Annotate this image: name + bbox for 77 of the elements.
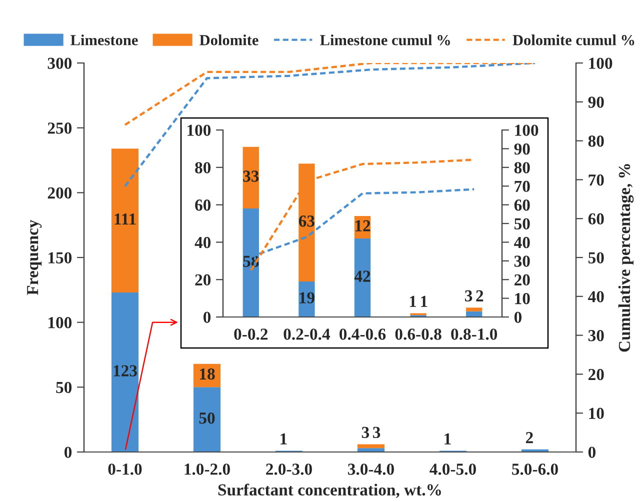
data-label: 1 <box>421 296 428 307</box>
y-tick-label: 100 <box>48 317 72 328</box>
x-tick-label: 3.0-4.0 <box>348 464 394 475</box>
x-tick-label: 0.4-0.6 <box>340 328 386 340</box>
y2-tick-label: 30 <box>588 330 604 342</box>
data-label: 3 <box>362 426 370 438</box>
y2-tick-label: 100 <box>515 124 538 136</box>
y2-tick-label: 60 <box>514 200 530 211</box>
data-label: 1 <box>410 296 416 307</box>
y2-tick-label: 90 <box>588 96 604 108</box>
data-label: 1 <box>444 433 451 444</box>
data-label: 123 <box>114 365 137 376</box>
y-tick-label: 200 <box>48 187 72 199</box>
y2-tick-label: 80 <box>588 136 604 147</box>
data-label: 18 <box>200 368 215 380</box>
y-axis-title: Frequency <box>27 220 42 296</box>
x-tick-label: 0.6-0.8 <box>395 328 442 340</box>
legend-label: Dolomite cumul % <box>512 34 634 46</box>
y-tick-label: 60 <box>195 200 211 211</box>
y2-tick-label: 40 <box>514 236 530 248</box>
data-label: 2 <box>526 432 533 444</box>
data-label: 3 <box>373 426 380 438</box>
y2-tick-label: 50 <box>588 252 604 264</box>
y-tick-label: 50 <box>56 382 72 394</box>
y2-tick-label: 90 <box>514 143 530 155</box>
y2-tick-label: 80 <box>514 162 530 174</box>
legend-label: Limestone cumul % <box>320 34 450 46</box>
y-tick-label: 250 <box>48 122 72 134</box>
x-tick-label: 1.0-2.0 <box>184 464 230 475</box>
data-label: 33 <box>243 170 259 182</box>
y2-tick-label: 20 <box>514 274 530 286</box>
data-label: 2 <box>476 290 484 302</box>
y2-axis-title: Cumulative percentage, % <box>618 164 634 352</box>
y-tick-label: 20 <box>195 274 211 286</box>
data-label: 111 <box>114 214 136 225</box>
y2-tick-label: 50 <box>514 218 530 230</box>
x-tick-label: 0-1.0 <box>108 464 142 475</box>
y-tick-label: 0 <box>203 312 211 323</box>
bar <box>466 308 482 312</box>
y2-tick-label: 0 <box>514 312 522 323</box>
bar <box>111 292 139 452</box>
y-tick-label: 40 <box>194 236 211 248</box>
x-tick-label: 0.8-1.0 <box>451 328 498 340</box>
y2-tick-label: 70 <box>588 174 604 186</box>
data-label: 1 <box>280 433 287 444</box>
y-tick-label: 0 <box>64 446 72 458</box>
y-tick-label: 150 <box>48 252 72 264</box>
data-label: 3 <box>465 290 472 302</box>
y2-tick-label: 20 <box>588 368 604 380</box>
y2-tick-label: 10 <box>515 293 530 304</box>
y-tick-label: 100 <box>188 124 211 136</box>
x-tick-label: 4.0-5.0 <box>430 464 476 475</box>
y2-tick-label: 10 <box>589 408 604 420</box>
bar <box>354 238 371 317</box>
y2-tick-label: 0 <box>588 446 596 458</box>
x-tick-label: 0.2-0.4 <box>284 328 330 340</box>
y2-tick-label: 70 <box>514 180 530 192</box>
x-tick-label: 5.0-6.0 <box>512 464 558 475</box>
x-tick-label: 0-0.2 <box>234 328 268 340</box>
x-tick-label: 2.0-3.0 <box>266 464 312 475</box>
legend-label: Dolomite <box>200 34 258 46</box>
y2-tick-label: 40 <box>588 291 604 302</box>
bar <box>193 387 221 452</box>
y2-tick-label: 30 <box>514 256 530 267</box>
bar <box>357 448 385 452</box>
data-label: 19 <box>300 292 314 304</box>
x-axis-title: Surfactant concentration, wt.% <box>218 484 441 498</box>
y-tick-label: 80 <box>195 162 211 174</box>
y2-tick-label: 100 <box>589 58 612 69</box>
y2-tick-label: 60 <box>588 213 604 225</box>
bar <box>357 444 385 448</box>
data-label: 12 <box>356 220 370 232</box>
bar <box>111 148 139 293</box>
legend-label: Limestone <box>70 34 138 46</box>
y-tick-label: 300 <box>48 58 72 69</box>
bar <box>242 146 259 209</box>
data-label: 63 <box>298 216 314 227</box>
